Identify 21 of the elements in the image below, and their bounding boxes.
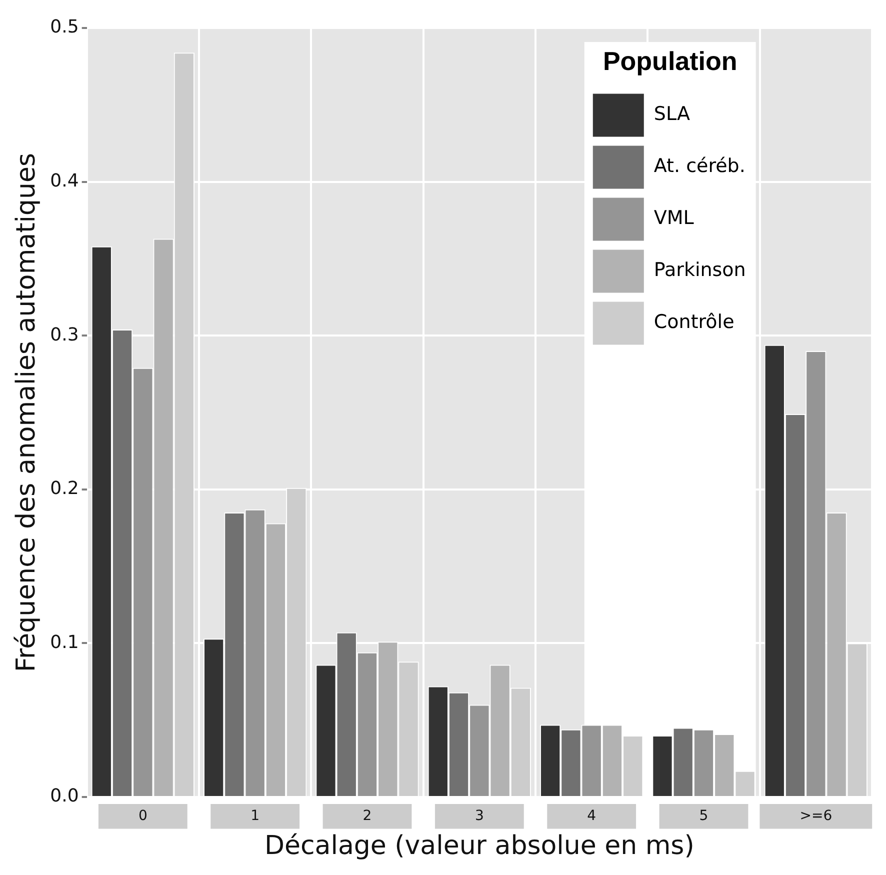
legend-label: Parkinson xyxy=(654,259,746,282)
x-tick-label: 1 xyxy=(250,808,260,824)
legend-label: SLA xyxy=(654,103,690,126)
y-tick-label: 0.0 xyxy=(50,786,79,807)
x-axis-title: Décalage (valeur absolue en ms) xyxy=(264,831,694,862)
y-tick-label: 0.3 xyxy=(50,324,79,346)
y-tick-label: 0.1 xyxy=(50,632,79,653)
y-tick-label: 0.2 xyxy=(50,478,79,500)
x-tick-label: >=6 xyxy=(800,808,832,824)
x-tick-label: 4 xyxy=(587,808,596,824)
x-tick-label: 3 xyxy=(474,808,484,824)
y-tick-label: 0.5 xyxy=(50,16,79,38)
legend-title: Population xyxy=(602,46,738,76)
x-tick-label: 5 xyxy=(699,808,708,824)
legend-label: VML xyxy=(654,207,694,230)
y-tick-label: 0.4 xyxy=(50,170,79,192)
x-tick-label: 0 xyxy=(138,808,148,824)
legend-label: Contrôle xyxy=(654,311,734,334)
x-tick-label: 2 xyxy=(362,808,372,824)
legend-label: At. céréb. xyxy=(654,155,746,178)
y-axis-title: Fréquence des anomalies automatiques xyxy=(11,152,42,672)
